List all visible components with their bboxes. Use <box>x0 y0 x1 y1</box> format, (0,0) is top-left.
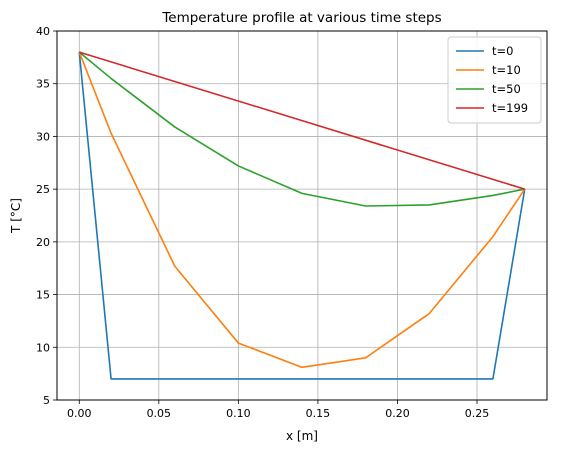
y-tick-label: 35 <box>36 78 50 91</box>
legend-label: t=10 <box>492 63 521 77</box>
x-axis-label: x [m] <box>286 429 318 443</box>
series-line <box>79 51 525 190</box>
series-line <box>78 52 526 380</box>
plot-lines <box>78 51 526 380</box>
y-tick-label: 20 <box>36 236 50 249</box>
legend-box <box>447 36 542 124</box>
axis-ticks: 0.00 0.05 0.10 0.15 0.20 0.25 5 10 15 20 25 30 35 40 <box>36 25 489 420</box>
y-axis-label: T [°C] <box>9 198 23 234</box>
y-tick-label: 25 <box>36 183 50 196</box>
x-tick-label: 0.00 <box>67 407 92 420</box>
y-tick-label: 40 <box>36 25 50 38</box>
series-line <box>78 51 526 369</box>
x-tick-label: 0.10 <box>226 407 251 420</box>
y-tick-label: 30 <box>36 130 50 143</box>
plot-frame <box>56 30 548 401</box>
legend-label: t=50 <box>492 82 521 96</box>
x-tick-label: 0.15 <box>306 407 331 420</box>
x-tick-label: 0.20 <box>385 407 410 420</box>
x-tick-label: 0.25 <box>465 407 490 420</box>
chart-title: Temperature profile at various time step… <box>161 10 441 26</box>
series-line <box>78 51 525 207</box>
legend: t=0 t=10 t=50 t=199 <box>447 36 542 124</box>
y-tick-label: 5 <box>43 394 50 407</box>
y-tick-label: 10 <box>36 341 50 354</box>
y-tick-label: 15 <box>36 289 50 302</box>
legend-label: t=0 <box>492 44 513 58</box>
legend-label: t=199 <box>492 101 528 115</box>
x-tick-label: 0.05 <box>147 407 172 420</box>
